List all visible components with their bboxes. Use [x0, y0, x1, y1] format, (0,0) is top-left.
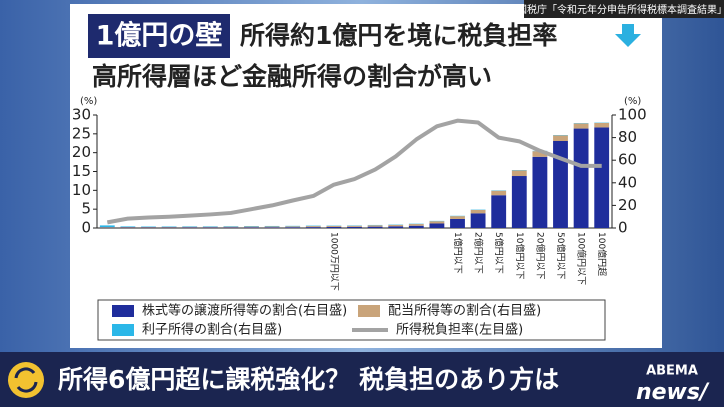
headline: 所得6億円超に課税強化？ 税負担のあり方は — [58, 365, 559, 394]
logo-top: ABEMA — [646, 364, 698, 379]
bar — [450, 219, 465, 228]
bar — [223, 227, 238, 228]
bar — [347, 227, 362, 228]
legend-label: 配当所得等の割合(右目盛) — [388, 303, 541, 319]
y-tick-label: 0 — [81, 219, 91, 237]
bar — [471, 213, 486, 228]
bar — [100, 225, 115, 227]
y2-tick-label: 20 — [618, 196, 637, 214]
y2-tick-label: 100 — [618, 106, 647, 124]
bar — [120, 227, 135, 228]
bar — [574, 129, 589, 228]
y2-tick-label: 40 — [618, 173, 637, 191]
bar — [553, 135, 568, 141]
source: 国税庁「令和元年分申告所得税標本調査結果」 — [517, 3, 724, 16]
bar — [141, 227, 156, 228]
bar — [326, 227, 341, 228]
y2-tick-label: 80 — [618, 128, 637, 146]
bar — [491, 195, 506, 228]
x-tick-label: 10億円以下 — [514, 232, 526, 279]
legend-label: 株式等の譲渡所得等の割合(右目盛) — [142, 303, 347, 319]
y-tick-label: 25 — [72, 124, 91, 142]
bar — [594, 127, 609, 228]
bar — [265, 226, 280, 227]
bar — [491, 191, 506, 196]
bar — [450, 216, 465, 219]
legend-label: 所得税負担率(左目盛) — [396, 322, 523, 338]
bar — [265, 227, 280, 228]
bar — [347, 226, 362, 227]
bar — [368, 227, 383, 228]
bar — [388, 225, 403, 226]
legend-label: 利子所得の割合(右目盛) — [142, 322, 282, 338]
chart-title: 1億円の壁 — [96, 21, 223, 52]
x-tick-label: 1000万円以下 — [328, 232, 339, 291]
subtitle: 高所得層ほど金融所得の割合が高い — [92, 62, 492, 91]
y-tick-label: 20 — [72, 143, 91, 161]
bar — [512, 170, 527, 176]
bar — [182, 227, 197, 228]
legend-swatch — [358, 305, 380, 317]
bar — [553, 141, 568, 228]
bar — [244, 227, 259, 228]
bar — [244, 227, 259, 228]
bar — [306, 227, 321, 228]
bar — [285, 227, 300, 228]
bar — [100, 227, 115, 228]
bar — [429, 221, 444, 223]
y-tick-label: 5 — [81, 200, 91, 218]
bar — [409, 226, 424, 228]
bar — [223, 227, 238, 228]
x-tick-label: 100億円超 — [596, 232, 608, 276]
bar — [409, 224, 424, 226]
bar — [203, 227, 218, 228]
bar — [429, 223, 444, 228]
legend-swatch — [112, 305, 134, 317]
x-tick-label: 20億円以下 — [534, 232, 546, 279]
x-tick-label: 5億円以下 — [493, 232, 505, 274]
logo-bottom: news/ — [636, 380, 710, 405]
subtitle: 所得約1億円を境に税負担率 — [240, 21, 557, 50]
bar — [532, 157, 547, 228]
y-tick-label: 15 — [72, 162, 91, 180]
y-tick-label: 10 — [72, 181, 91, 199]
x-tick-label: 100億円以下 — [576, 232, 588, 285]
x-tick-label: 50億円以下 — [555, 232, 567, 279]
y2-tick-label: 60 — [618, 151, 637, 169]
bar — [512, 176, 527, 228]
y2-tick-label: 0 — [618, 219, 628, 237]
bar — [306, 226, 321, 227]
bar — [368, 225, 383, 226]
bar — [574, 123, 589, 128]
legend-swatch — [112, 324, 134, 336]
y-tick-label: 30 — [72, 106, 91, 124]
bar — [326, 226, 341, 227]
bar — [285, 226, 300, 227]
bar — [471, 210, 486, 213]
bar — [120, 226, 135, 227]
bar — [203, 227, 218, 228]
x-tick-label: 2億円以下 — [473, 232, 485, 274]
bar — [388, 226, 403, 228]
bar — [162, 227, 177, 228]
bar — [182, 227, 197, 228]
x-tick-label: 1億円以下 — [452, 232, 464, 274]
bar — [594, 123, 609, 128]
